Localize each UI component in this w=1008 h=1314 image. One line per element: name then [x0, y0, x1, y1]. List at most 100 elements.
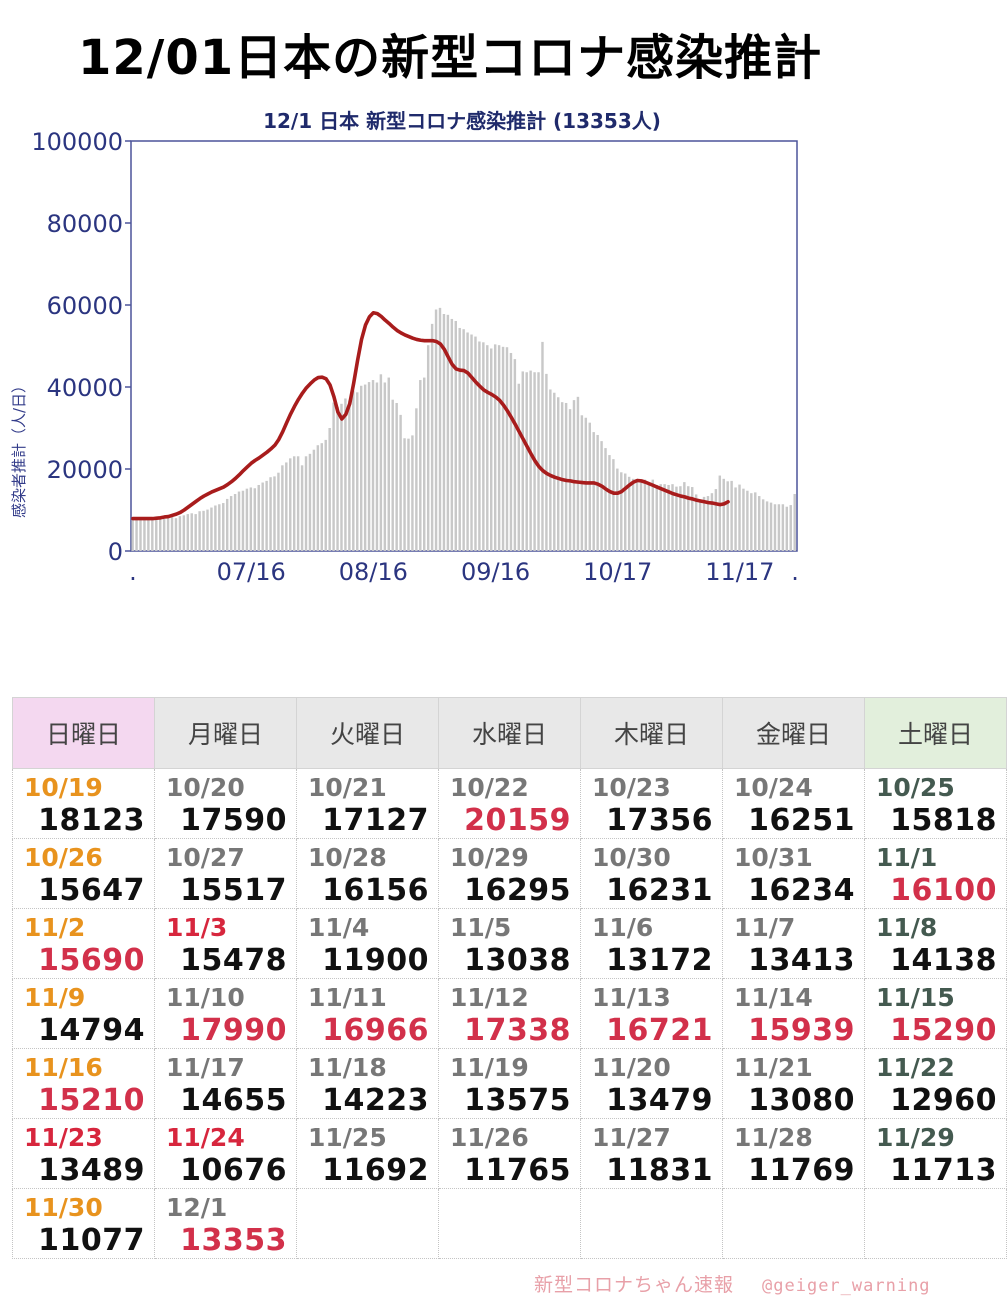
- day-case-count: 11900: [322, 943, 429, 978]
- calendar-day-cell: 11/26 11765: [438, 1118, 581, 1189]
- bar: [300, 465, 304, 551]
- bar: [186, 514, 190, 551]
- bar: [525, 372, 528, 551]
- bar: [702, 496, 706, 551]
- daily-bars-series: [131, 307, 796, 551]
- day-case-count: 17990: [180, 1013, 287, 1048]
- day-date: 11/1: [876, 843, 938, 872]
- bar: [785, 506, 789, 551]
- calendar-day-cell: 11/13 16721: [580, 978, 723, 1049]
- bar: [529, 370, 532, 551]
- x-tick-label: 10/17: [583, 558, 652, 586]
- bar: [257, 484, 260, 551]
- day-case-count: 16234: [748, 873, 855, 908]
- day-date: 10/23: [592, 773, 671, 802]
- day-date: 11/19: [450, 1053, 529, 1082]
- day-date: 11/30: [24, 1193, 103, 1222]
- y-tick-label: 80000: [47, 210, 123, 238]
- day-date: 11/25: [308, 1123, 387, 1152]
- day-date: 10/26: [24, 843, 103, 872]
- bar: [710, 493, 714, 551]
- day-case-count: 13479: [606, 1083, 713, 1118]
- bar: [151, 517, 154, 551]
- calendar-week-row: 10/26 15647 10/27 15517 10/28 16156 10/29 16295…: [12, 838, 1007, 909]
- calendar-day-cell: 10/29 16295: [438, 838, 581, 909]
- day-case-count: 12960: [890, 1083, 997, 1118]
- day-case-count: 11692: [322, 1153, 429, 1188]
- bar: [438, 307, 442, 551]
- day-case-count: 16251: [748, 803, 855, 838]
- bar: [537, 372, 540, 551]
- bar: [761, 499, 765, 551]
- y-tick-label: 0: [108, 538, 123, 566]
- calendar-day-cell: 12/1 13353: [154, 1188, 297, 1259]
- calendar-day-cell: 11/23 13489: [12, 1118, 155, 1189]
- weekday-header: 水曜日: [438, 697, 581, 769]
- weekday-header: 木曜日: [580, 697, 723, 769]
- day-case-count: 15647: [38, 873, 145, 908]
- calendar-day-cell: 10/23 17356: [580, 768, 723, 839]
- bar: [308, 453, 312, 551]
- day-date: 11/18: [308, 1053, 387, 1082]
- bar: [655, 484, 658, 551]
- day-case-count: 20159: [464, 803, 571, 838]
- calendar-day-cell: 10/22 20159: [438, 768, 581, 839]
- weekday-header: 日曜日: [12, 697, 155, 769]
- bar: [202, 510, 205, 551]
- trend-line-series: [131, 310, 730, 521]
- day-date: 11/8: [876, 913, 938, 942]
- calendar-week-row: 11/16 15210 11/17 14655 11/18 14223 11/19 13575…: [12, 1048, 1007, 1119]
- bar: [635, 480, 639, 551]
- bar: [170, 516, 174, 551]
- calendar-day-cell: 11/17 14655: [154, 1048, 297, 1119]
- bar: [178, 516, 182, 551]
- day-case-count: 13038: [464, 943, 571, 978]
- calendar-day-cell: 11/18 14223: [296, 1048, 439, 1119]
- calendar-day-cell: 10/27 15517: [154, 838, 297, 909]
- day-case-count: 17127: [322, 803, 429, 838]
- bar: [423, 377, 426, 551]
- bar: [356, 392, 359, 551]
- bar: [147, 519, 150, 551]
- bar: [639, 479, 643, 551]
- day-case-count: 15818: [890, 803, 997, 838]
- day-case-count: 17590: [180, 803, 287, 838]
- x-tick-label: 07/16: [217, 558, 286, 586]
- bar: [509, 352, 513, 551]
- day-case-count: 18123: [38, 803, 145, 838]
- bar: [225, 498, 229, 551]
- bar: [131, 518, 134, 551]
- day-date: 11/28: [734, 1123, 813, 1152]
- bar: [659, 484, 662, 551]
- bar: [336, 407, 339, 551]
- day-date: 10/29: [450, 843, 529, 872]
- bar: [249, 487, 253, 551]
- day-date: 11/23: [24, 1123, 103, 1152]
- day-case-count: 13353: [180, 1223, 287, 1258]
- bar: [194, 514, 197, 551]
- bar: [446, 314, 450, 551]
- x-tick-label: 11/17: [705, 558, 774, 586]
- calendar-day-cell: 10/19 18123: [12, 768, 155, 839]
- calendar-day-cell: 11/4 11900: [296, 908, 439, 979]
- bar: [233, 494, 237, 551]
- day-case-count: 17356: [606, 803, 713, 838]
- bar: [139, 518, 142, 551]
- x-tick-label: .: [791, 558, 799, 586]
- calendar-week-row: 11/9 14794 11/10 17990 11/11 16966 11/12 17338 1…: [12, 978, 1007, 1049]
- bar: [454, 320, 457, 551]
- calendar-day-cell: 10/30 16231: [580, 838, 723, 909]
- day-date: 11/29: [876, 1123, 955, 1152]
- calendar-day-cell: 11/20 13479: [580, 1048, 723, 1119]
- bar: [395, 402, 398, 551]
- bar: [497, 345, 501, 551]
- day-case-count: 16966: [322, 1013, 429, 1048]
- calendar-day-cell: 11/7 13413: [722, 908, 865, 979]
- footer-handle: @geiger_warning: [762, 1276, 931, 1296]
- bar: [793, 494, 796, 551]
- bar: [490, 348, 493, 551]
- bar: [726, 481, 729, 551]
- calendar-day-cell: 11/22 12960: [864, 1048, 1007, 1119]
- calendar-day-cell: 11/2 15690: [12, 908, 155, 979]
- y-tick-label: 20000: [47, 456, 123, 484]
